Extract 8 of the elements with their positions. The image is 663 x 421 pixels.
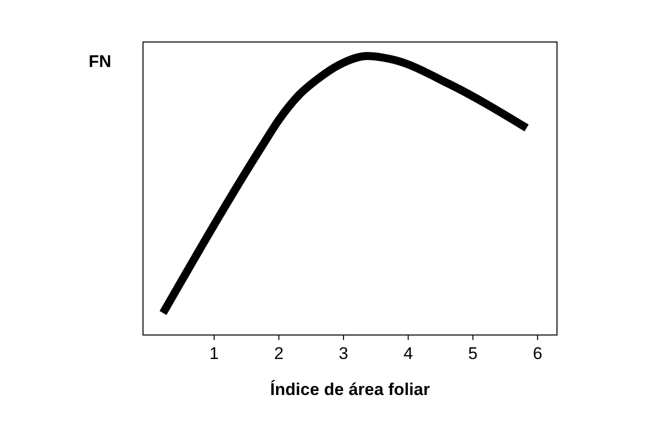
- x-tick-label: 4: [403, 344, 413, 363]
- x-tick-label: 1: [209, 344, 219, 363]
- y-axis-title: FN: [88, 52, 112, 71]
- x-axis-title: Índice de área foliar: [270, 379, 430, 399]
- x-tick-label: 3: [338, 344, 348, 363]
- x-tick-label: 5: [468, 344, 478, 363]
- x-tick-label: 6: [532, 344, 542, 363]
- x-tick-label: 2: [274, 344, 284, 363]
